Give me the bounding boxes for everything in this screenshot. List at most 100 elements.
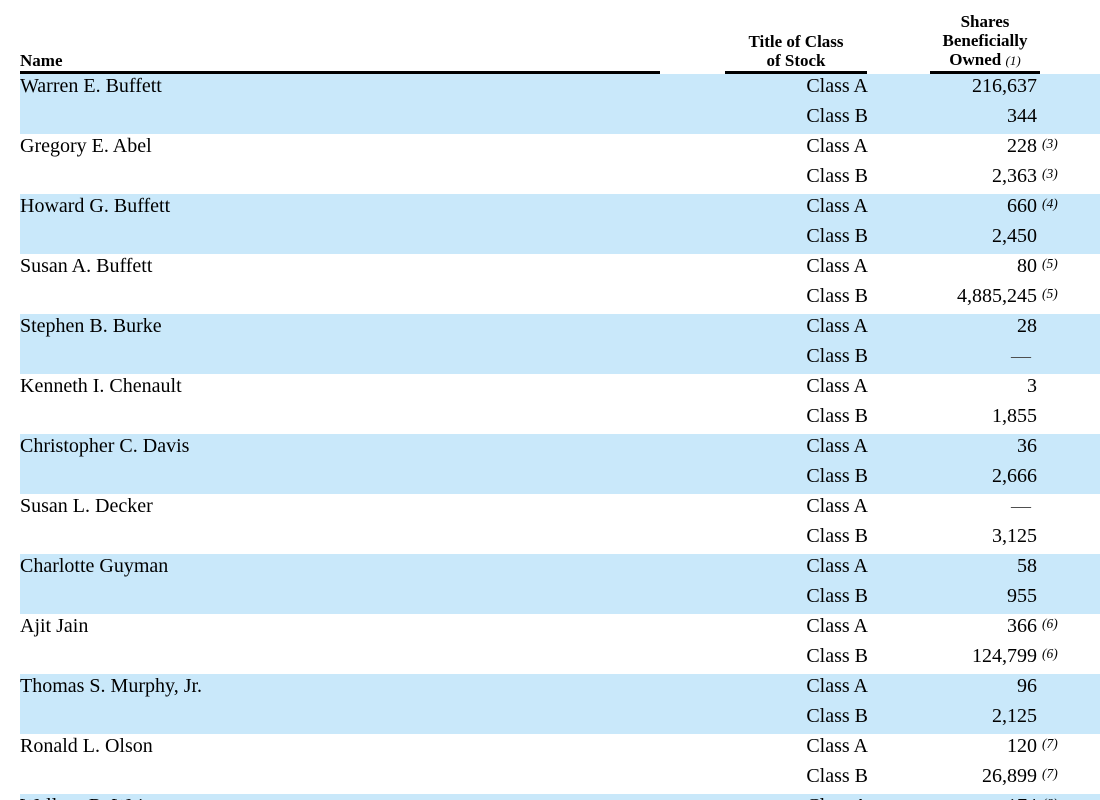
shares-owned-cell: 2,666: [870, 464, 1100, 494]
shares-owned-cell: 124,799 (6): [870, 644, 1100, 674]
class-of-stock-cell: Class B: [705, 224, 870, 254]
class-of-stock-cell: Class A: [705, 314, 870, 344]
class-of-stock-cell: Class A: [705, 794, 870, 800]
column-header-name: Name: [20, 51, 660, 74]
ownership-table: Name Title of Class of Stock Shares Bene…: [20, 0, 1100, 800]
footnote-ref: (7): [1042, 736, 1058, 751]
header-row: Name Title of Class of Stock Shares Bene…: [20, 0, 1100, 74]
class-of-stock-cell: Class B: [705, 104, 870, 134]
class-of-stock-cell: Class B: [806, 405, 868, 427]
shares-owned-cell: 36: [870, 434, 1100, 464]
table-row: Warren E. Buffett Class A 216,637: [20, 74, 1100, 134]
footnote-ref: (6): [1042, 646, 1058, 661]
class-of-stock-cell: Class A: [705, 434, 870, 464]
shares-value: 366: [1007, 615, 1037, 637]
person-name-cell: Stephen B. Burke: [20, 314, 705, 374]
class-of-stock-cell: Class A: [806, 255, 868, 277]
table-row: Class B 2,363 (3): [20, 164, 1100, 194]
person-name-line: Thomas S. Murphy, Jr.: [20, 675, 203, 697]
class-of-stock-cell: Class A: [705, 554, 870, 584]
person-name-cell: Christopher C. Davis: [20, 434, 705, 494]
person-name-line: Gregory E. Abel: [20, 135, 152, 157]
person-name-line: Susan L. Decker: [20, 495, 153, 517]
table-row: Class B 2,125: [20, 704, 1100, 734]
shares-value: 58: [1017, 555, 1037, 577]
table-row: Kenneth I. Chenault Class A 3: [20, 374, 1100, 404]
shares-owned-cell: 3,125: [870, 524, 1100, 554]
shares-value: 120: [1007, 735, 1037, 757]
class-of-stock-cell: Class A: [705, 674, 870, 704]
person-name-cell: Kenneth I. Chenault: [20, 374, 705, 434]
class-of-stock-cell: Class A: [705, 74, 870, 104]
shares-value: 28: [1017, 315, 1037, 337]
table-row: Gregory E. Abel Class A 228 (3): [20, 134, 1100, 164]
shares-owned-cell: 216,637: [870, 74, 1100, 104]
shares-owned-cell: 80 (5): [870, 254, 1100, 284]
footnote-slot: (3): [1037, 164, 1100, 190]
person-name-line: Susan A. Buffett: [20, 255, 153, 277]
shares-owned-cell: 1,855: [870, 404, 1100, 434]
person-name-line: Ajit Jain: [20, 615, 89, 637]
class-of-stock-cell: Class B: [705, 584, 870, 614]
table-row: Class B 1,855: [20, 404, 1100, 434]
shares-owned-cell: 26,899 (7): [870, 764, 1100, 794]
column-header-shares-cell: Shares Beneficially Owned (1): [870, 0, 1100, 74]
shares-value: 3,125: [992, 525, 1037, 547]
shares-value: 96: [1017, 675, 1037, 697]
shares-owned-cell: —: [870, 344, 1100, 374]
class-of-stock-cell: Class A: [806, 735, 868, 757]
footnote-slot: (7): [1037, 734, 1100, 760]
shares-owned-cell: 96: [870, 674, 1100, 704]
footnote-ref: (3): [1042, 136, 1058, 151]
table-body: Warren E. Buffett Class A 216,637 Class B 34…: [20, 74, 1100, 800]
table-row: Class B 955: [20, 584, 1100, 614]
shares-owned-cell: 2,363 (3): [870, 164, 1100, 194]
class-of-stock-cell: Class B: [806, 525, 868, 547]
table-row: Ronald L. Olson Class A 120 (7): [20, 734, 1100, 764]
shares-owned-cell: 2,125: [870, 704, 1100, 734]
person-name-line: Wallace R. Weitz: [20, 794, 705, 800]
person-name-cell: Susan L. Decker: [20, 494, 705, 554]
person-name-cell: Wallace R. Weitz: [20, 794, 705, 800]
shares-value: 344: [1007, 105, 1037, 127]
person-name-line: Ronald L. Olson: [20, 735, 153, 757]
shares-value: 36: [1017, 435, 1037, 457]
class-of-stock-cell: Class B: [806, 765, 868, 787]
footnote-slot: (4): [1037, 194, 1100, 220]
footnote-ref: (7): [1042, 766, 1058, 781]
person-name-line: Charlotte Guyman: [20, 555, 169, 577]
class-of-stock-cell: Class A: [806, 375, 868, 397]
person-name-line: Howard G. Buffett: [20, 195, 171, 217]
table-row: Ajit Jain Class A 366 (6): [20, 614, 1100, 644]
table-row: Class B 124,799 (6): [20, 644, 1100, 674]
no-shares-dash: —: [1011, 495, 1031, 517]
shares-owned-cell: 660 (4): [870, 194, 1100, 224]
class-of-stock-cell: Class B: [806, 165, 868, 187]
class-of-stock-cell: Class A: [806, 495, 868, 517]
no-shares-dash: —: [1011, 345, 1031, 367]
shares-value: 1,855: [992, 405, 1037, 427]
class-of-stock-cell: Class A: [806, 615, 868, 637]
shares-owned-cell: 955: [870, 584, 1100, 614]
shares-value: 4,885,245: [957, 285, 1037, 307]
table-row: Thomas S. Murphy, Jr. Class A 96: [20, 674, 1100, 734]
class-of-stock-cell: Class B: [806, 645, 868, 667]
class-header-line1: Title of Class: [748, 32, 844, 51]
shares-owned-cell: 58: [870, 554, 1100, 584]
person-name-line: Stephen B. Burke: [20, 315, 162, 337]
shares-owned-cell: 228 (3): [870, 134, 1100, 164]
shares-value: 174: [870, 794, 1037, 800]
person-name-cell: Gregory E. Abel: [20, 134, 705, 194]
class-of-stock-cell: Class B: [705, 704, 870, 734]
footnote-slot: (5): [1037, 254, 1100, 280]
table-row: Christopher C. Davis Class A 36: [20, 434, 1100, 494]
class-of-stock-cell: Class B: [705, 344, 870, 374]
table-row: Susan L. Decker Class A —: [20, 494, 1100, 524]
shares-header-line2: Beneficially: [942, 31, 1028, 50]
shares-owned-cell: 344: [870, 104, 1100, 134]
footnote-ref: (5): [1042, 256, 1058, 271]
shares-value: 216,637: [972, 75, 1037, 97]
shares-owned-cell: 4,885,245 (5): [870, 284, 1100, 314]
